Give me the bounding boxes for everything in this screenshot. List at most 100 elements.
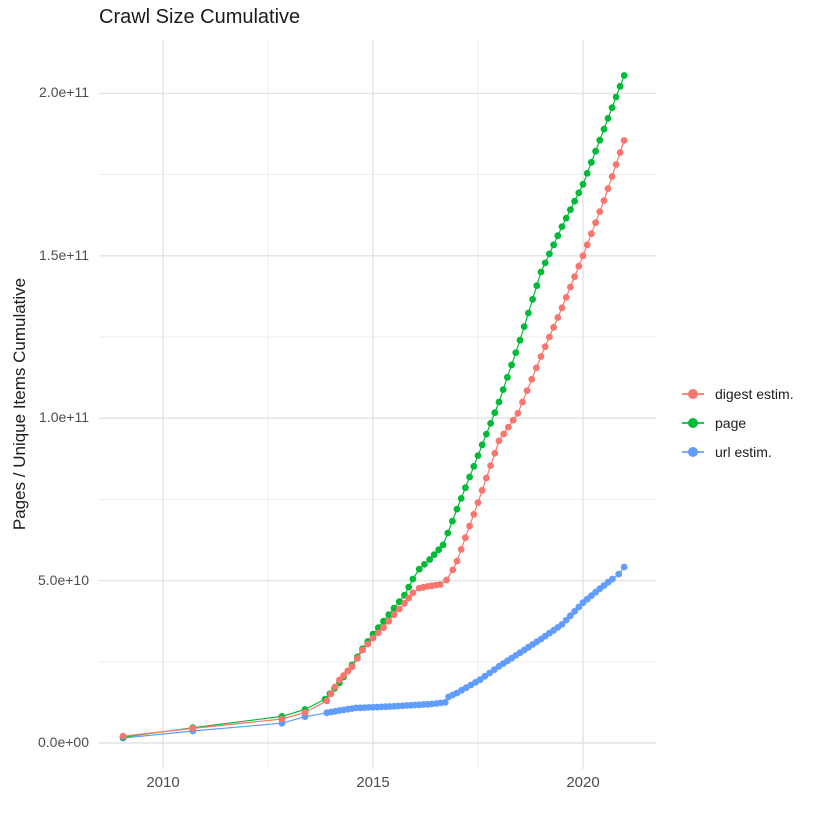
data-point [344,667,352,675]
x-tick-label: 2010 [146,774,180,791]
data-point [462,484,469,492]
data-point [509,416,517,424]
data-point [395,598,403,606]
data-point [430,551,438,558]
data-point [604,185,612,193]
data-point [487,420,494,427]
data-point [478,441,486,449]
data-point [405,594,413,602]
legend-dot-icon [688,388,698,399]
data-point [495,437,503,445]
data-point [353,655,361,662]
data-point [364,640,372,648]
data-point [470,462,478,470]
data-point [620,72,628,79]
data-point [546,250,553,258]
data-point [520,323,528,330]
gridlines [99,40,656,769]
data-point [541,343,549,351]
data-point [336,676,343,684]
data-point [395,605,403,613]
data-point [436,581,444,588]
data-point [512,349,520,356]
series-digest-estim- [119,137,628,740]
data-point [575,262,583,270]
data-point [550,323,557,331]
data-point [592,219,599,227]
data-point [474,499,482,506]
legend-dot-icon [688,417,698,428]
data-point [390,611,398,619]
data-point [525,309,532,317]
data-point [359,646,366,654]
legend-dot-icon [688,446,698,457]
data-point [541,259,549,267]
data-point [453,557,461,565]
legend-item-digest-estim-: digest estim. [681,379,794,408]
data-point [508,361,515,369]
data-point [620,563,628,571]
data-point [523,387,531,394]
data-point [571,608,578,615]
data-point [457,546,465,553]
data-point [579,252,587,260]
data-point [588,230,595,238]
data-point [490,666,498,674]
data-point [554,314,562,321]
data-point [327,690,335,698]
data-point [476,676,484,684]
data-point [487,462,494,469]
data-point [374,629,382,637]
data-point [562,616,570,624]
data-point [119,732,127,740]
data-point [554,232,562,240]
data-point [385,611,393,619]
data-point [453,505,461,513]
legend-label: digest estim. [715,385,794,402]
data-point [369,634,377,642]
data-point [571,197,578,205]
data-point [537,353,545,360]
data-point [409,589,417,597]
data-point [615,570,623,578]
data-point [331,683,339,691]
data-point [616,82,624,90]
data-point [533,282,541,290]
y-tick-label: 1.0e+11 [39,409,89,426]
data-point [426,556,434,563]
legend-label: url estim. [715,443,772,460]
data-point [571,273,578,280]
data-point [323,697,331,705]
data-point [588,158,595,166]
legend-key-icon [681,446,705,458]
data-point [500,430,508,438]
data-point [592,147,599,155]
data-point [278,715,286,723]
data-point [495,398,503,406]
data-point [439,541,447,549]
data-point [558,304,566,312]
data-point [441,699,449,706]
data-point [558,223,566,231]
data-point [380,617,387,625]
data-point [612,161,620,168]
data-point [405,583,413,591]
y-tick-label: 1.5e+11 [39,246,89,263]
data-point [567,206,574,214]
data-point [385,617,393,625]
data-point [575,603,583,611]
data-point [449,566,457,574]
data-point [575,189,583,197]
data-point [583,169,591,177]
data-point [415,565,423,573]
data-point [596,136,604,144]
data-point [608,104,616,112]
data-point [401,599,408,607]
data-point [481,672,489,680]
data-point [443,576,450,584]
data-point [608,173,616,180]
data-point [514,409,522,417]
data-point [529,295,536,303]
